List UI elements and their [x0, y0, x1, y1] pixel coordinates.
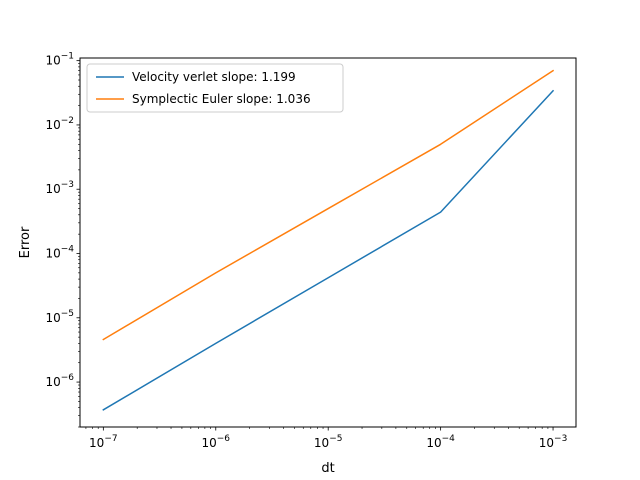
legend: Velocity verlet slope: 1.199 Symplectic E…	[86, 63, 344, 113]
series-line-1	[102, 89, 555, 411]
series-layer	[102, 69, 555, 411]
legend-box	[86, 63, 344, 113]
plot-area-frame	[79, 57, 577, 428]
series-line-2	[102, 69, 555, 341]
legend-entries: Velocity verlet slope: 1.199 Symplectic E…	[96, 70, 311, 106]
legend-label-2: Symplectic Euler slope: 1.036	[132, 92, 311, 106]
x-axis-label: dt	[321, 461, 334, 476]
y-axis-label: Error	[18, 226, 33, 258]
legend-label-1: Velocity verlet slope: 1.199	[132, 70, 296, 84]
